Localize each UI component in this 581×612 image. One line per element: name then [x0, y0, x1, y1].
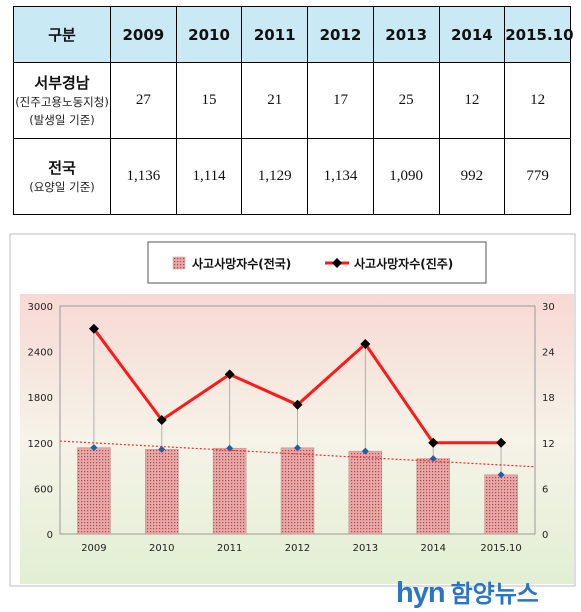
x-tick-label: 2014 — [420, 543, 445, 554]
y-right-tick-label: 24 — [542, 348, 555, 359]
table-cell: 15 — [175, 62, 243, 139]
watermark-latin: hyn — [396, 577, 446, 609]
watermark-logo: hyn 함양뉴스 — [396, 574, 539, 609]
row-name: 전국 — [48, 158, 76, 177]
bar — [145, 449, 179, 535]
table-row: 전국 (요양일 기준) 1,136 1,114 1,129 1,134 1,09… — [13, 138, 571, 215]
trendline — [59, 440, 536, 468]
bar — [484, 474, 518, 535]
y-left-tick-label: 0 — [47, 530, 53, 541]
header-cell: 2012 — [307, 6, 374, 63]
row-label: 서부경남 (진주고용노동지청) (발생일 기준) — [13, 62, 111, 139]
y-left-tick-label: 1200 — [28, 439, 53, 450]
table-cell: 25 — [372, 62, 440, 139]
legend-label: 사고사망자수(전국) — [192, 256, 291, 271]
table-cell: 1,090 — [372, 138, 440, 215]
x-tick-label: 2015.10 — [480, 543, 521, 554]
header-cell: 2010 — [175, 6, 243, 63]
line-point — [224, 369, 235, 380]
row-note: (발생일 기준) — [29, 112, 95, 127]
bar-top-marker — [158, 445, 166, 453]
y-right-tick-label: 30 — [542, 302, 555, 313]
line-point — [496, 437, 507, 448]
bar — [416, 458, 450, 535]
y-right-tick-label: 18 — [542, 393, 555, 404]
row-label: 전국 (요양일 기준) — [13, 138, 111, 215]
y-right-tick-label: 0 — [542, 530, 548, 541]
x-tick-label: 2011 — [217, 543, 242, 554]
legend — [147, 241, 487, 284]
bar — [280, 447, 315, 535]
table-cell: 779 — [504, 138, 571, 215]
x-tick-label: 2010 — [149, 543, 174, 554]
legend-label: 사고사망자수(진주) — [354, 256, 453, 271]
table-row: 서부경남 (진주고용노동지청) (발생일 기준) 27 15 21 17 25 … — [13, 62, 571, 139]
row-name: 서부경남 — [34, 73, 90, 92]
y-left-tick-label: 3000 — [28, 302, 53, 313]
bar-top-marker — [90, 444, 98, 452]
legend-swatch-marker — [332, 258, 342, 268]
line-point — [360, 339, 371, 349]
x-tick-label: 2012 — [285, 543, 310, 554]
x-tick-label: 2013 — [353, 543, 378, 554]
row-note: (진주고용노동지청) — [15, 94, 109, 109]
table-cell: 1,134 — [307, 138, 374, 215]
line-point — [428, 437, 439, 448]
table-cell: 27 — [110, 62, 177, 139]
header-cell: 2014 — [438, 6, 506, 63]
line-point — [156, 415, 167, 425]
table-cell: 1,129 — [241, 138, 309, 215]
bar — [212, 447, 247, 535]
data-table: 구분 2009 2010 2011 2012 2013 2014 2015.10… — [13, 6, 574, 215]
legend-swatch-bar — [172, 256, 186, 270]
row-note: (요양일 기준) — [29, 179, 95, 194]
table-cell: 17 — [307, 62, 374, 139]
table-cell: 12 — [438, 62, 506, 139]
y-right-tick-label: 6 — [542, 484, 548, 495]
bar — [77, 447, 111, 535]
line-point — [292, 399, 303, 410]
header-cell: 2013 — [372, 6, 440, 63]
y-right-tick-label: 12 — [542, 439, 555, 450]
bar — [348, 450, 383, 535]
table-cell: 1,114 — [175, 138, 243, 215]
combo-chart: 0 600 1200 1800 2400 3000 0 6 12 18 24 30 2009 2010 20… — [9, 233, 576, 587]
header-cell: 2011 — [241, 6, 309, 63]
bar-top-marker — [429, 455, 437, 463]
line-point — [88, 323, 99, 334]
y-left-tick-label: 600 — [34, 484, 53, 495]
table-cell: 12 — [504, 62, 571, 139]
y-left-tick-label: 2400 — [28, 348, 53, 359]
y-left-tick-label: 1800 — [28, 393, 53, 404]
table-cell: 21 — [241, 62, 309, 139]
bar-top-marker — [361, 447, 369, 455]
watermark-korean: 함양뉴스 — [450, 580, 539, 608]
table-cell: 1,136 — [110, 138, 177, 215]
bar-top-marker — [497, 471, 505, 479]
header-cell: 구분 — [13, 6, 111, 63]
x-tick-label: 2009 — [81, 543, 106, 554]
table-header-row: 구분 2009 2010 2011 2012 2013 2014 2015.10 — [13, 6, 574, 63]
header-cell: 2015.10 — [504, 6, 574, 63]
bar-top-marker — [294, 444, 301, 452]
table-cell: 992 — [438, 138, 506, 215]
header-cell: 2009 — [110, 6, 177, 63]
